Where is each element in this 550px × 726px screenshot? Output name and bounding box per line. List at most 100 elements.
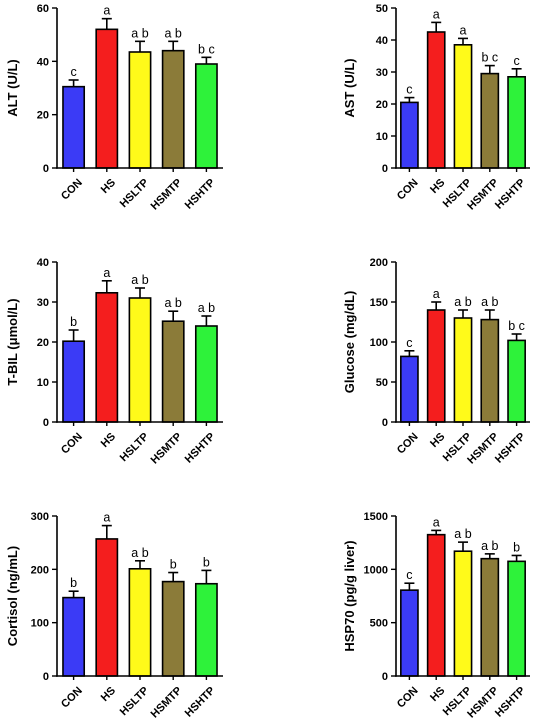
category-label: CON (59, 177, 85, 203)
category-label: HSHTP (183, 685, 218, 720)
category-label: CON (395, 431, 421, 457)
y-tick-label: 0 (43, 417, 49, 429)
y-tick-label: 10 (37, 377, 49, 389)
bar (62, 340, 86, 423)
y-tick-label: 1000 (364, 564, 388, 576)
category-label: CON (59, 685, 85, 711)
y-tick-label: 50 (376, 3, 388, 15)
bar (400, 355, 419, 423)
y-tick-label: 150 (370, 297, 388, 309)
y-tick-label: 30 (376, 67, 388, 79)
y-tick-label: 500 (370, 618, 388, 630)
bar (453, 550, 473, 677)
y-tick-label: 20 (37, 337, 49, 349)
y-axis-label: Glucose (mg/dL) (342, 291, 357, 394)
significance-letter: b (70, 315, 77, 329)
bar (62, 85, 86, 169)
bar (161, 49, 185, 169)
y-axis-label: Cortisol (ng/mL) (5, 546, 20, 646)
significance-letter: b (513, 540, 520, 554)
significance-letter: a b (131, 273, 148, 287)
category-label: HS (428, 177, 447, 196)
significance-letter: a b (165, 296, 182, 310)
significance-letter: b c (508, 319, 525, 333)
y-tick-label: 50 (376, 377, 388, 389)
category-label: HSHTP (183, 431, 218, 466)
significance-letter: a (433, 287, 440, 301)
category-label: HS (99, 685, 118, 704)
y-tick-label: 100 (370, 337, 388, 349)
bar (426, 31, 446, 169)
bar (426, 533, 446, 677)
category-label: HS (99, 177, 118, 196)
chart-panel-1: c CON a HS a b HSLTP a b HSMTP b c HSHTP 0 20 40 60 AL… (5, 3, 223, 212)
y-tick-label: 0 (382, 671, 388, 683)
y-axis-label: HSP70 (pg/g liver) (342, 540, 357, 651)
y-axis-label: T-BIL (μmol/L) (5, 298, 20, 385)
y-tick-label: 0 (382, 163, 388, 175)
bar (453, 43, 473, 169)
chart-panel-3: b CON a HS a b HSLTP a b HSMTP a b HSHTP 0 10 20 30 40… (5, 257, 223, 466)
bar (507, 339, 526, 423)
significance-letter: a b (454, 295, 471, 309)
y-tick-label: 20 (376, 99, 388, 111)
chart-panel-5: b CON a HS a b HSLTP b HSMTP b HSHTP 0 100 200 300 Cor… (5, 511, 223, 721)
significance-letter: a b (131, 546, 148, 560)
significance-letter: c (406, 83, 412, 97)
significance-letter: a b (131, 26, 148, 40)
y-tick-label: 100 (31, 618, 49, 630)
significance-letter: a b (165, 26, 182, 40)
category-label: HSMTP (149, 431, 185, 467)
significance-letter: c (406, 336, 412, 350)
significance-letter: c (513, 54, 519, 68)
y-tick-label: 40 (37, 56, 49, 68)
y-tick-label: 20 (37, 110, 49, 122)
y-tick-label: 0 (43, 163, 49, 175)
category-label: HS (428, 431, 447, 450)
significance-letter: b (70, 576, 77, 590)
bar (194, 63, 218, 169)
significance-letter: a (103, 4, 110, 18)
bar (161, 320, 185, 423)
bar (194, 325, 218, 423)
y-tick-label: 200 (370, 257, 388, 269)
bar (128, 51, 152, 169)
bar (95, 28, 119, 169)
bar (400, 589, 419, 677)
significance-letter: a b (198, 301, 215, 315)
bar (62, 596, 86, 677)
y-axis-label: AST (U/L) (342, 58, 357, 117)
category-label: HSMTP (149, 685, 185, 721)
bar (161, 580, 185, 677)
bar (453, 317, 473, 423)
significance-letter: b c (198, 42, 215, 56)
category-label: HSLTP (118, 431, 151, 464)
bar (507, 560, 526, 677)
bar (400, 101, 419, 169)
category-label: CON (395, 177, 421, 203)
bar (194, 582, 218, 677)
bar (426, 309, 446, 423)
category-label: HSMTP (149, 177, 185, 213)
category-label: HS (428, 685, 447, 704)
category-label: HSHTP (493, 685, 528, 720)
significance-letter: b (170, 558, 177, 572)
y-tick-label: 200 (31, 564, 49, 576)
y-tick-label: 1500 (364, 511, 388, 523)
significance-letter: a b (481, 539, 498, 553)
category-label: HSLTP (118, 685, 151, 718)
significance-letter: a b (454, 527, 471, 541)
category-label: HS (99, 431, 118, 450)
bar (480, 318, 500, 423)
category-label: HSHTP (493, 431, 528, 466)
y-tick-label: 0 (43, 671, 49, 683)
significance-letter: a (103, 266, 110, 280)
bar (480, 72, 500, 169)
significance-letter: a (433, 515, 440, 529)
significance-letter: c (406, 568, 412, 582)
bar (128, 297, 152, 423)
category-label: CON (59, 431, 85, 457)
